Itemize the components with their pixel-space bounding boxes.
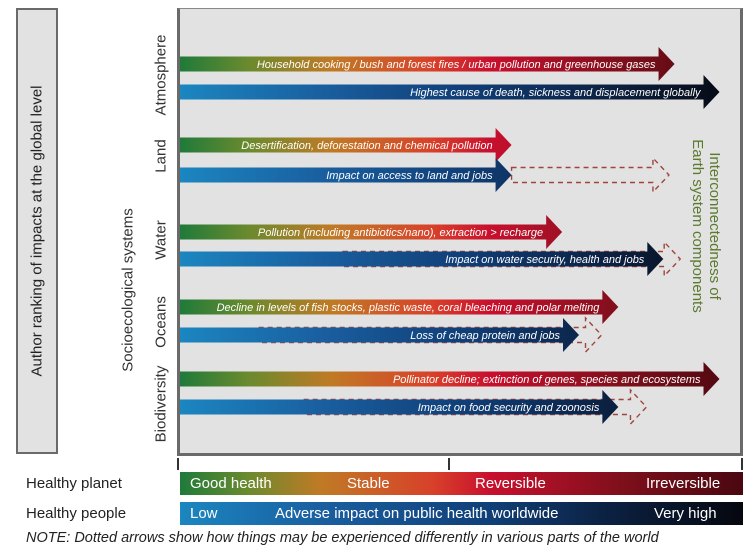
planet-arrow-label: Household cooking / bush and forest fire… <box>257 59 656 71</box>
planet-arrow-atmosphere <box>180 47 675 81</box>
dotted-arrow-oceans <box>257 316 603 354</box>
people-arrow-label: Impact on food security and zoonosis <box>418 402 600 414</box>
legend-people-stop: Very high <box>654 505 717 522</box>
people-arrow-label: Highest cause of death, sickness and dis… <box>410 87 702 99</box>
people-arrow-land <box>180 158 512 192</box>
planet-arrow-water <box>180 215 563 249</box>
people-arrow-oceans <box>180 318 580 352</box>
planet-arrow-label: Decline in levels of fish stocks, plasti… <box>217 302 601 314</box>
people-arrow-biodiversity <box>180 390 619 424</box>
ranking-axis-box: Author ranking of impacts at the global … <box>16 8 58 454</box>
legend-people-stop: Adverse impact on public health worldwid… <box>275 505 559 522</box>
footnote: NOTE: Dotted arrows show how things may … <box>26 530 659 546</box>
legend-people-label: Healthy people <box>26 505 127 522</box>
legend-planet-label: Healthy planet <box>26 475 122 492</box>
legend-people-stop: Low <box>190 505 218 522</box>
people-arrow-label: Loss of cheap protein and jobs <box>410 330 560 342</box>
planet-arrow-land <box>180 128 512 162</box>
planet-arrow-biodiversity <box>180 362 720 396</box>
legend-planet-stop: Good health <box>190 475 272 492</box>
legend-people-bar: Low Adverse impact on public health worl… <box>180 502 743 525</box>
people-arrow-atmosphere <box>180 75 720 109</box>
scale-tick-start <box>177 458 179 470</box>
planet-arrow-label: Pollinator decline; extinction of genes,… <box>393 374 701 386</box>
legend-planet-stop: Irreversible <box>646 475 721 492</box>
interconnectedness-line-1: Interconnectedness of <box>706 152 723 300</box>
dotted-arrow-biodiversity <box>302 388 648 426</box>
legend-planet-stop: Stable <box>347 475 390 492</box>
legend-planet-bar: Good health Stable Reversible Irreversib… <box>180 472 743 495</box>
interconnectedness-line-2: Earth system components <box>689 139 706 313</box>
people-arrow-water <box>180 242 664 276</box>
people-arrow-label: Impact on water security, health and job… <box>445 254 645 266</box>
planet-arrow-oceans <box>180 290 619 324</box>
planet-arrow-label: Pollution (including antibiotics/nano), … <box>258 227 543 239</box>
scale-tick-end <box>741 458 743 470</box>
scale-tick-mid <box>448 458 450 470</box>
legend-planet-stop: Reversible <box>475 475 546 492</box>
interconnectedness-label: Interconnectedness of Earth system compo… <box>689 139 723 312</box>
people-arrow-label: Impact on access to land and jobs <box>326 170 493 182</box>
planet-arrow-label: Desertification, deforestation and chemi… <box>241 140 492 152</box>
dotted-arrow-land <box>510 156 670 194</box>
